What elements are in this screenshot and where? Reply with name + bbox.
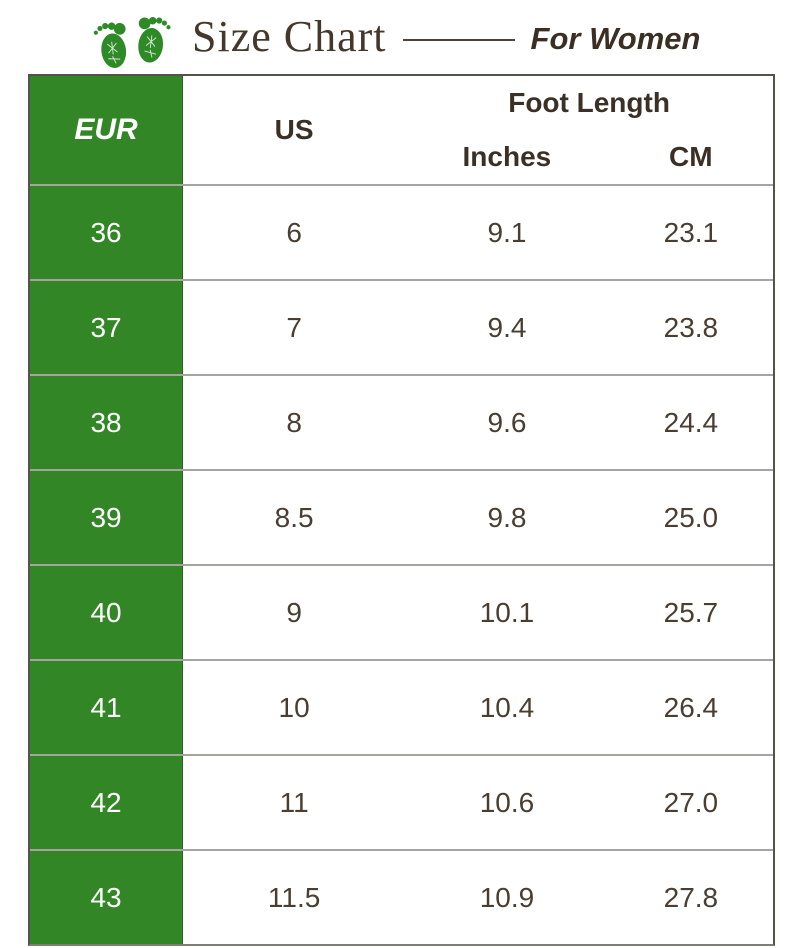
table-row: 43 11.5 10.9 27.8 bbox=[30, 849, 773, 944]
column-header-us: US bbox=[274, 114, 314, 145]
us-value: 7 bbox=[286, 311, 302, 343]
table-row: 40 9 10.1 25.7 bbox=[30, 564, 773, 659]
inches-value: 10.4 bbox=[479, 691, 535, 723]
table-row: 39 8.5 9.8 25.0 bbox=[30, 469, 773, 564]
column-header-eur: EUR bbox=[30, 76, 184, 184]
us-value: 9 bbox=[286, 596, 302, 628]
cm-value: 24.4 bbox=[663, 406, 719, 438]
us-value: 11.5 bbox=[267, 881, 321, 913]
eur-value: 40 bbox=[30, 566, 184, 659]
column-header-inches: Inches bbox=[462, 141, 552, 172]
table-row: 41 10 10.4 26.4 bbox=[30, 659, 773, 754]
us-value: 8.5 bbox=[274, 501, 314, 533]
inches-value: 9.1 bbox=[487, 216, 527, 248]
size-table: EUR US Foot Length Inches CM 36 6 9.1 23… bbox=[28, 74, 775, 946]
table-header-row: EUR US Foot Length Inches CM bbox=[30, 76, 773, 184]
column-header-foot-length: Foot Length bbox=[508, 87, 670, 118]
eur-value: 39 bbox=[30, 471, 184, 564]
cm-value: 27.8 bbox=[663, 881, 719, 913]
inches-value: 9.4 bbox=[487, 311, 527, 343]
us-value: 8 bbox=[286, 406, 302, 438]
us-value: 6 bbox=[286, 216, 302, 248]
inches-value: 10.1 bbox=[479, 596, 535, 628]
column-group-foot-length: Foot Length Inches CM bbox=[405, 76, 773, 184]
foot-length-subheaders: Inches CM bbox=[405, 130, 773, 184]
footprints-icon bbox=[93, 16, 171, 68]
inches-value: 9.6 bbox=[487, 406, 527, 438]
eur-value: 36 bbox=[30, 186, 184, 279]
cm-value: 25.7 bbox=[663, 596, 719, 628]
us-value: 11 bbox=[279, 786, 309, 818]
table-row: 42 11 10.6 27.0 bbox=[30, 754, 773, 849]
eur-value: 42 bbox=[30, 756, 184, 849]
table-row: 36 6 9.1 23.1 bbox=[30, 184, 773, 279]
cm-value: 23.8 bbox=[663, 311, 719, 343]
eur-value: 38 bbox=[30, 376, 184, 469]
column-header-cm: CM bbox=[669, 141, 713, 172]
inches-value: 10.6 bbox=[479, 786, 535, 818]
eur-value: 43 bbox=[30, 851, 184, 944]
inches-value: 10.9 bbox=[479, 881, 535, 913]
cm-value: 25.0 bbox=[663, 501, 719, 533]
us-value: 10 bbox=[278, 691, 310, 723]
header: Size Chart For Women bbox=[0, 0, 800, 74]
inches-value: 9.8 bbox=[487, 501, 527, 533]
subtitle-for-women: For Women bbox=[530, 20, 701, 56]
eur-value: 37 bbox=[30, 281, 184, 374]
cm-value: 26.4 bbox=[663, 691, 719, 723]
table-row: 37 7 9.4 23.8 bbox=[30, 279, 773, 374]
table-row: 38 8 9.6 24.4 bbox=[30, 374, 773, 469]
eur-value: 41 bbox=[30, 661, 184, 754]
title-divider bbox=[402, 39, 515, 41]
cm-value: 23.1 bbox=[663, 216, 719, 248]
cm-value: 27.0 bbox=[663, 786, 719, 818]
page-title: Size Chart bbox=[192, 12, 387, 61]
